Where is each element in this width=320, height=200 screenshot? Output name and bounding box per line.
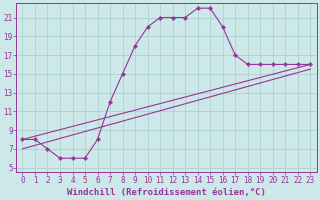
X-axis label: Windchill (Refroidissement éolien,°C): Windchill (Refroidissement éolien,°C) [67, 188, 266, 197]
